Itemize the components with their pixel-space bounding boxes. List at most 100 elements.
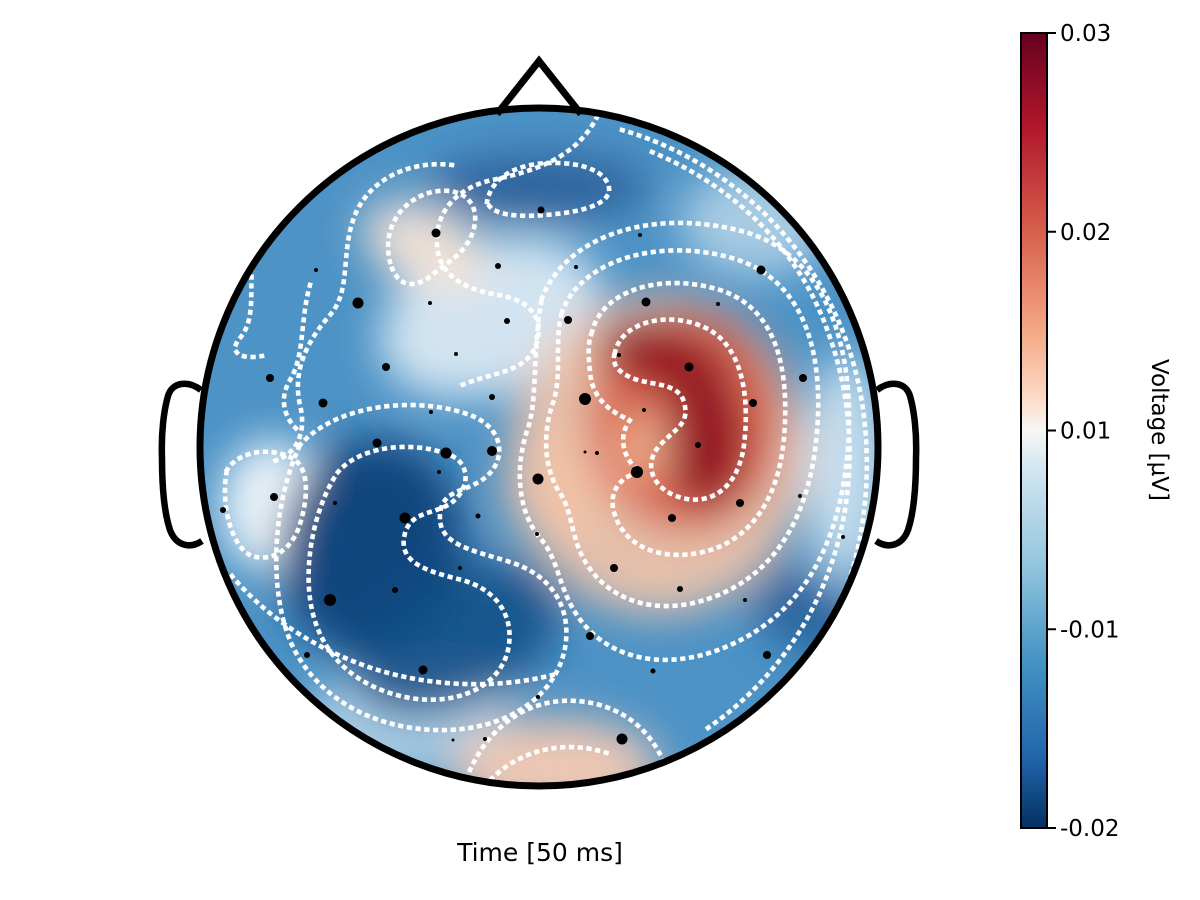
contour-line-1 xyxy=(484,160,612,219)
head-outline xyxy=(158,55,920,790)
electrode-dot xyxy=(684,362,694,372)
electrode-dot xyxy=(535,532,539,536)
electrode-dot xyxy=(270,493,278,501)
contour-line-7 xyxy=(434,113,601,389)
electrode-dot xyxy=(650,668,656,674)
electrode-dot xyxy=(756,265,766,275)
electrode-dot xyxy=(431,228,441,238)
contour-line-8 xyxy=(611,317,749,502)
nose-outline xyxy=(494,55,584,117)
electrode-dot xyxy=(428,301,432,305)
electrode-dot xyxy=(379,133,387,141)
field-blob-navy-extension xyxy=(349,562,561,718)
contour-line-18 xyxy=(281,282,313,436)
contour-line-12 xyxy=(648,148,852,736)
electrode-dot xyxy=(333,501,337,505)
contour-line-2 xyxy=(267,161,455,465)
electrode-dot xyxy=(736,499,744,507)
field-blob-left-salmon-wedge xyxy=(506,425,606,545)
electrode-dot xyxy=(586,632,594,640)
electrode-dot xyxy=(841,535,845,539)
electrode-dot xyxy=(372,438,382,448)
electrode-dot xyxy=(504,318,510,324)
electrode-dot xyxy=(324,594,336,606)
electrode-dot xyxy=(574,265,578,269)
colorbar-tick-label: -0.01 xyxy=(1060,617,1120,643)
electrode-dot xyxy=(799,374,807,382)
left-ear-outline xyxy=(158,380,204,549)
electrode-dot xyxy=(537,206,545,214)
electrode-dot xyxy=(440,447,452,459)
electrode-dot xyxy=(483,737,487,741)
contour-line-14 xyxy=(466,698,671,775)
contour-line-4 xyxy=(222,449,309,560)
electrode-dot xyxy=(749,399,757,407)
electrode-dot xyxy=(392,587,398,593)
contour-line-3 xyxy=(385,188,478,287)
electrode-dot xyxy=(314,268,318,272)
electrode-dot xyxy=(266,374,274,382)
electrode-dot xyxy=(382,363,390,371)
colorbar-ticks: 0.03 0.02 0.01 -0.01 -0.02 xyxy=(1047,21,1120,842)
contour-line-17 xyxy=(233,265,265,360)
contour-lines xyxy=(222,113,870,783)
electrode-dot xyxy=(318,398,328,408)
electrode-dot xyxy=(352,297,364,309)
electrode-dot xyxy=(536,695,540,699)
electrode-dot xyxy=(616,733,628,745)
electrode-dot xyxy=(532,473,544,485)
colorbar-tick-label: 0.02 xyxy=(1060,220,1111,246)
contour-line-11 xyxy=(517,220,852,663)
electrode-dot xyxy=(418,665,428,675)
electrode-dots xyxy=(220,133,845,745)
electrode-dot xyxy=(489,394,495,400)
contour-line-10 xyxy=(543,248,821,609)
electrode-dot xyxy=(451,738,455,742)
electrode-dot xyxy=(495,263,501,269)
electrode-dot xyxy=(642,408,646,412)
xlabel-time: Time [50 ms] xyxy=(456,838,623,867)
electrode-dot xyxy=(579,393,591,405)
head-circle xyxy=(196,104,882,790)
electrode-dot xyxy=(595,451,599,455)
electrode-dot xyxy=(668,514,676,522)
electrode-dot xyxy=(437,470,441,474)
electrode-dot xyxy=(454,352,458,356)
electrode-dot xyxy=(743,598,747,602)
colorbar-bar xyxy=(1021,33,1047,828)
electrode-dot xyxy=(763,651,771,659)
field-blob-top-lens-dark xyxy=(427,154,651,220)
colorbar-tick-label: 0.03 xyxy=(1060,21,1111,47)
electrode-dot xyxy=(798,494,802,498)
colorbar-tick-label: -0.02 xyxy=(1060,816,1120,842)
electrode-dot xyxy=(583,450,587,454)
electrode-dot xyxy=(641,297,651,307)
electrode-dot xyxy=(677,586,683,592)
electrode-dot xyxy=(220,507,226,513)
electrode-dot xyxy=(610,564,618,572)
colorbar: 0.03 0.02 0.01 -0.01 -0.02 Voltage [µV] xyxy=(1020,21,1172,842)
contour-line-16 xyxy=(228,572,559,687)
field-blob-hook-hole-pale xyxy=(620,415,670,479)
electrode-dot xyxy=(399,512,411,524)
electrode-dot xyxy=(695,442,701,448)
electrode-dot xyxy=(458,566,462,570)
electrode-dot xyxy=(487,446,497,456)
contour-line-13 xyxy=(619,127,870,758)
electrode-dot xyxy=(475,513,481,519)
colorbar-tick-label: 0.01 xyxy=(1060,419,1111,445)
electrode-dot xyxy=(564,316,572,324)
right-ear-outline xyxy=(874,380,920,549)
electrode-dot xyxy=(716,302,720,306)
contour-line-6 xyxy=(273,402,569,733)
electrode-dot xyxy=(631,466,643,478)
electrode-dot xyxy=(429,410,433,414)
contour-line-5 xyxy=(306,444,512,702)
electrode-dot xyxy=(638,233,642,237)
electrode-dot xyxy=(304,652,310,658)
colorbar-label: Voltage [µV] xyxy=(1146,359,1172,501)
field-blob-bottom-pink xyxy=(450,718,660,783)
scalp-field xyxy=(203,111,875,783)
